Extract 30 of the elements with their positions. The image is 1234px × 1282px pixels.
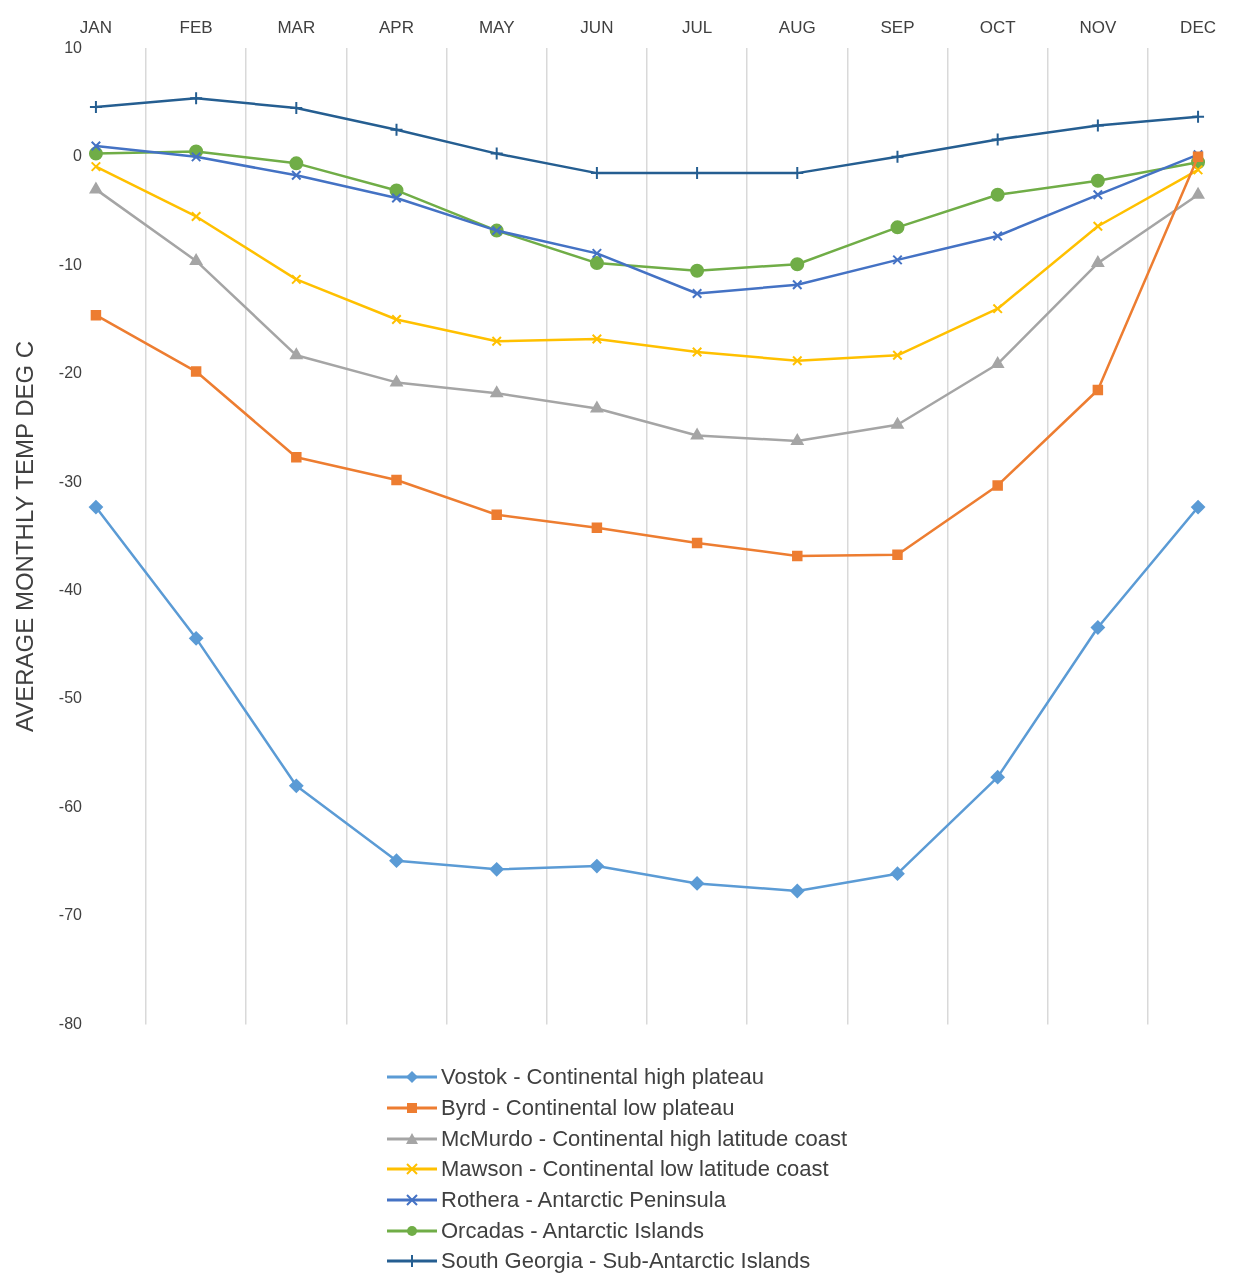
x-tick-label: APR	[379, 17, 414, 37]
legend-label: McMurdo - Continental high latitude coast	[441, 1125, 847, 1152]
x-tick-label: AUG	[778, 17, 816, 37]
y-tick-label: 0	[73, 147, 83, 165]
legend-label: Rothera - Antarctic Peninsula	[441, 1187, 726, 1214]
x-tick-label: FEB	[179, 17, 213, 37]
x-tick-label: JUN	[580, 17, 614, 37]
x-tick-label: NOV	[1079, 17, 1117, 37]
y-tick-label: -20	[58, 364, 83, 382]
x-tick-label: MAR	[277, 17, 316, 37]
y-tick-label: -30	[58, 472, 83, 490]
legend-label: South Georgia - Sub-Antarctic Islands	[441, 1248, 811, 1275]
legend-label: Orcadas - Antarctic Islands	[441, 1217, 704, 1244]
y-tick-label: -60	[58, 797, 83, 815]
x-tick-label: OCT	[979, 17, 1016, 37]
y-tick-label: -40	[58, 581, 83, 599]
y-axis-title: AVERAGE MONTHLY TEMP DEG C	[11, 340, 39, 732]
x-tick-label: DEC	[1180, 17, 1217, 37]
y-tick-label: -80	[58, 1014, 83, 1032]
y-tick-label: -10	[58, 255, 83, 273]
y-tick-label: -50	[58, 689, 83, 707]
x-tick-label: JAN	[79, 17, 112, 37]
legend-label: Byrd - Continental low plateau	[441, 1095, 735, 1122]
y-tick-label: -70	[58, 906, 83, 924]
x-tick-label: MAY	[478, 17, 515, 37]
legend-label: Vostok - Continental high plateau	[441, 1064, 764, 1091]
x-tick-label: SEP	[880, 17, 915, 37]
legend-label: Mawson - Continental low latitude coast	[441, 1156, 829, 1183]
y-tick-label: 10	[64, 38, 83, 56]
x-tick-label: JUL	[681, 17, 713, 37]
